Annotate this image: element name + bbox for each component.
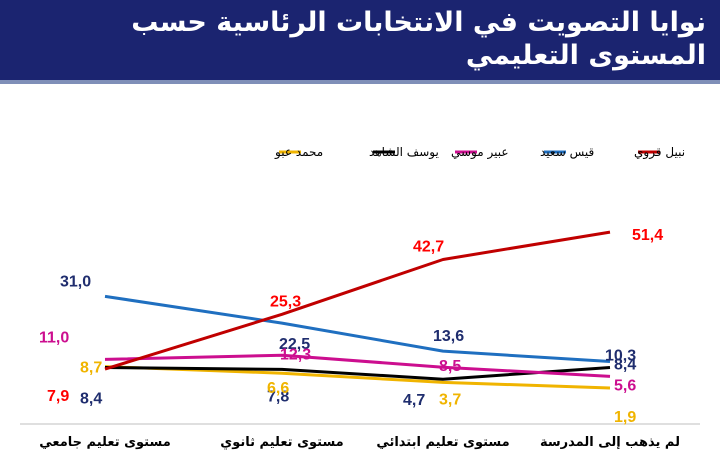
- series-line: [104, 294, 611, 364]
- data-label: 3,7: [439, 391, 461, 408]
- data-label: 12,3: [280, 346, 311, 363]
- legend-label: يوسف الشاهد: [369, 145, 439, 160]
- data-label: 11,0: [39, 329, 69, 346]
- data-label: 8,4: [80, 391, 102, 408]
- series-line: [104, 230, 611, 371]
- data-label: 10,3: [605, 348, 636, 365]
- legend-item: يوسف الشاهد: [369, 145, 439, 160]
- data-label: 4,7: [403, 392, 425, 409]
- legend-label: قيس سعيد: [540, 145, 594, 160]
- data-label: 51,4: [632, 227, 663, 244]
- category-label: مستوى تعليم جامعي: [39, 435, 171, 450]
- title-bar: نوايا التصويت في الانتخابات الرئاسية حسب…: [0, 0, 720, 84]
- category-label: لم يذهب إلى المدرسة: [540, 435, 680, 450]
- data-label: 13,6: [433, 328, 464, 345]
- legend-item: نبيل قروي: [634, 145, 685, 160]
- legend-item: محمد عبو: [274, 145, 323, 160]
- title-line-1: نوايا التصويت في الانتخابات الرئاسية حسب: [131, 7, 706, 38]
- legend-label: محمد عبو: [274, 145, 323, 160]
- data-label: 7,8: [267, 388, 289, 405]
- category-label: مستوى تعليم ثانوي: [220, 435, 343, 450]
- legend-label: نبيل قروي: [634, 145, 685, 160]
- data-label: 8,4: [614, 357, 636, 374]
- line-chart: نبيل قروي قيس سعيد عبير موسي يوسف الشاهد محم…: [20, 145, 700, 450]
- data-label: 5,6: [614, 377, 636, 394]
- data-label: 25,3: [270, 293, 301, 310]
- category-label: مستوى تعليم ابتدائي: [376, 435, 509, 450]
- legend-item: قيس سعيد: [540, 145, 594, 160]
- data-label: 1,9: [614, 409, 636, 426]
- data-label: 8,5: [439, 358, 461, 375]
- chart-title: نوايا التصويت في الانتخابات الرئاسية حسب…: [6, 6, 706, 72]
- data-label: 8,7: [80, 360, 102, 377]
- data-label: 42,7: [413, 238, 444, 255]
- title-underline: [0, 80, 720, 84]
- data-label: 6,6: [267, 380, 289, 397]
- data-label: 22,5: [279, 336, 310, 353]
- data-label: 7,9: [47, 388, 69, 405]
- legend-label: عبير موسي: [451, 145, 509, 160]
- title-line-2: المستوى التعليمي: [465, 40, 706, 71]
- legend-item: عبير موسي: [451, 145, 509, 160]
- data-label: 31,0: [60, 273, 91, 290]
- series-line: [104, 366, 611, 381]
- series-line: [104, 353, 611, 378]
